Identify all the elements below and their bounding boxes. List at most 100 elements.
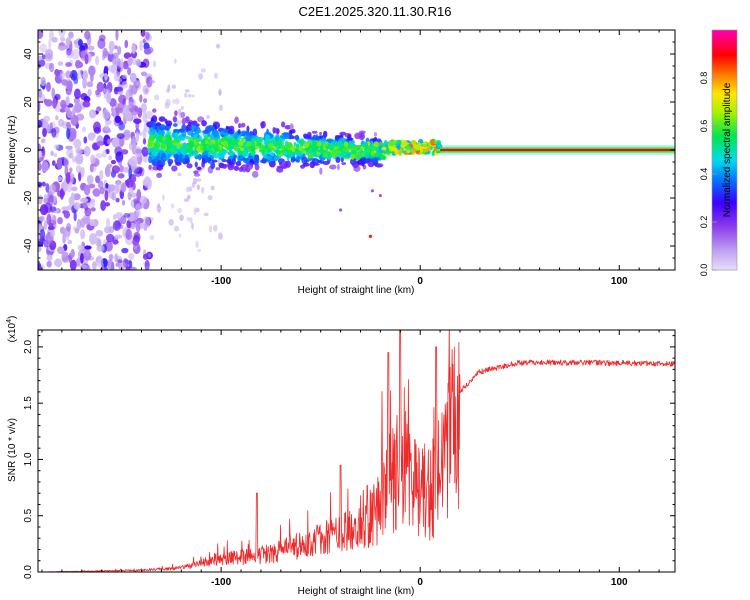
noise-blob: [117, 259, 123, 264]
spread-blob: [188, 121, 192, 127]
spread-peak: [270, 147, 276, 151]
fringe-blob: [197, 178, 202, 182]
noise-blob: [129, 155, 138, 168]
noise-blob: [107, 128, 112, 133]
noise-blob: [64, 44, 69, 50]
spread-blob: [186, 163, 193, 169]
spread-blob: [340, 156, 344, 163]
spread-peak: [189, 140, 195, 146]
colorbar-cell: [712, 258, 737, 261]
noise-blob: [57, 176, 63, 182]
spread-blob: [235, 161, 242, 167]
spread-blob: [227, 158, 232, 163]
converge-blob: [418, 151, 424, 155]
noise-blob: [84, 53, 89, 65]
noise-blob: [104, 165, 111, 178]
spread-blob: [196, 166, 202, 171]
colorbar-cell: [712, 176, 737, 179]
spread-blob: [148, 135, 155, 142]
colorbar-cell: [712, 224, 737, 227]
colorbar-cell: [712, 124, 737, 127]
colorbar-cell: [712, 34, 737, 37]
noise-blob: [95, 55, 99, 66]
spread-peak: [230, 137, 236, 142]
y-tick-label: 2.0: [23, 339, 34, 353]
noise-blob: [135, 58, 142, 67]
x-tick-label: -100: [211, 577, 231, 588]
y-tick-label: 0.0: [23, 565, 34, 579]
noise-blob: [67, 239, 73, 245]
noise-blob: [61, 206, 70, 211]
colorbar-cell: [712, 134, 737, 137]
colorbar-cell: [712, 260, 737, 263]
fringe-blob: [146, 179, 153, 185]
fringe-blob: [157, 209, 161, 214]
spread-blob: [252, 128, 258, 137]
noise-blob: [140, 71, 148, 77]
spread-peak: [246, 141, 252, 147]
colorbar-gradient: [712, 30, 737, 271]
noise-blob: [112, 220, 121, 231]
noise-blob: [38, 263, 42, 270]
colorbar-cell: [712, 162, 737, 165]
noise-blob: [43, 194, 48, 204]
noise-blob: [144, 110, 154, 120]
fringe-blob: [183, 198, 190, 202]
spread-blob: [350, 146, 358, 152]
noise-blob: [72, 193, 81, 201]
spread-blob: [156, 164, 164, 171]
spread-blob: [290, 157, 295, 163]
noise-blob: [49, 62, 55, 73]
spread-peak: [277, 138, 283, 143]
converge-blob: [390, 147, 398, 153]
colorbar-cell: [712, 234, 737, 237]
colorbar-cell: [712, 174, 737, 177]
noise-blob: [76, 113, 85, 121]
spread-peak: [261, 150, 265, 155]
spread-peak: [371, 145, 377, 152]
noise-blob: [65, 70, 73, 79]
colorbar-cell: [712, 40, 737, 43]
noise-blob: [139, 195, 148, 205]
spread-peak: [160, 144, 166, 149]
colorbar-cell: [712, 190, 737, 193]
colorbar-cell: [712, 166, 737, 169]
spread-peak: [304, 147, 311, 151]
noise-blob: [121, 81, 128, 89]
noise-blob: [90, 207, 96, 212]
noise-blob: [135, 204, 143, 210]
spread-peak: [208, 144, 214, 149]
noise-blob: [142, 253, 149, 260]
noise-blob: [142, 138, 147, 145]
spread-blob: [174, 110, 178, 117]
spread-peak: [366, 147, 371, 152]
spread-blob: [322, 160, 330, 165]
fringe-blob: [149, 80, 156, 84]
colorbar-cell: [712, 64, 737, 67]
colorbar-cell: [712, 242, 737, 245]
fringe-blob: [219, 104, 223, 111]
noise-blob: [38, 59, 46, 67]
spread-peak: [199, 144, 203, 150]
fringe-blob: [187, 194, 191, 200]
spread-blob: [156, 172, 163, 178]
spread-blob: [335, 156, 341, 164]
noise-blob: [77, 244, 84, 251]
noise-blob: [60, 36, 66, 42]
colorbar-cell: [712, 120, 737, 123]
noise-blob: [88, 65, 96, 77]
noise-blob: [121, 247, 129, 254]
spread-blob: [221, 164, 227, 169]
noise-blob: [80, 228, 86, 240]
colorbar-cell: [712, 142, 737, 145]
noise-blob: [84, 30, 91, 40]
y-tick-label: -20: [23, 190, 34, 205]
colorbar-cell: [712, 50, 737, 53]
noise-blob: [108, 155, 113, 161]
noise-blob: [142, 38, 146, 44]
colorbar-cell: [712, 250, 737, 253]
noise-blob: [105, 182, 109, 189]
fringe-blob: [218, 232, 223, 240]
fringe-blob: [171, 84, 176, 89]
converge-blob: [436, 140, 441, 144]
